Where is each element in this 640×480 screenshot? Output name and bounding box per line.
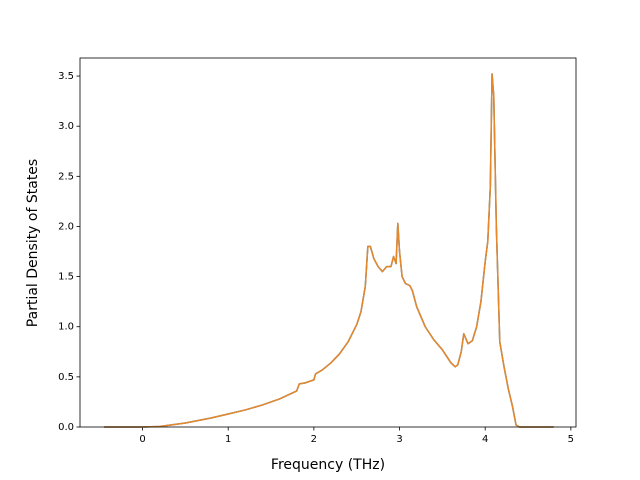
x-tick-label: 5	[568, 434, 574, 445]
y-tick-label: 0.0	[58, 422, 74, 433]
x-axis-label: Frequency (THz)	[271, 457, 385, 473]
y-tick-label: 3.0	[58, 121, 74, 132]
y-tick-label: 1.0	[58, 322, 74, 333]
x-tick-label: 2	[311, 434, 317, 445]
y-tick-label: 0.5	[58, 372, 74, 383]
x-tick-label: 1	[225, 434, 231, 445]
y-axis-label: Partial Density of States	[25, 159, 41, 327]
y-tick-label: 1.5	[58, 272, 74, 283]
y-tick-label: 2.0	[58, 221, 74, 232]
y-tick-label: 3.5	[58, 71, 74, 82]
y-tick-label: 2.5	[58, 171, 74, 182]
x-tick-label: 0	[139, 434, 145, 445]
x-tick-label: 4	[482, 434, 488, 445]
x-tick-label: 3	[396, 434, 402, 445]
data-line	[103, 73, 554, 428]
plot-frame	[79, 57, 577, 428]
